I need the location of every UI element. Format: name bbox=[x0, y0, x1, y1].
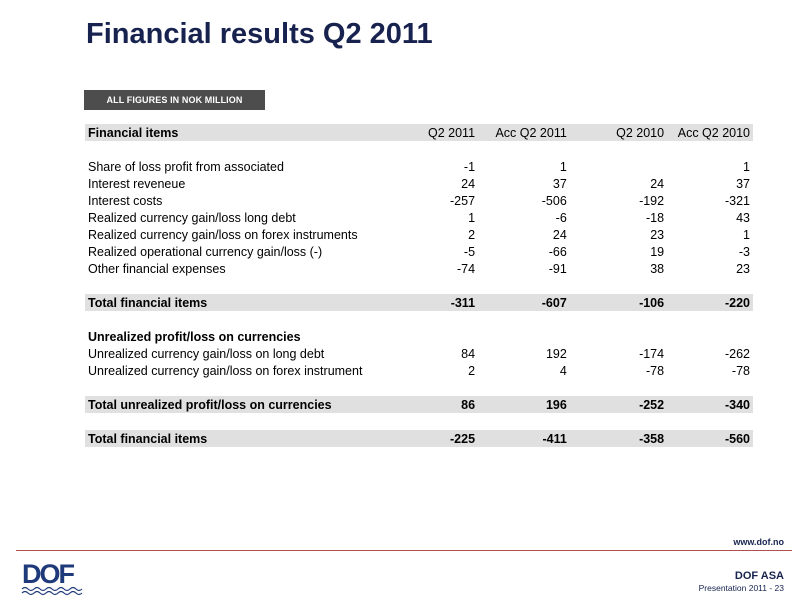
cell: 37 bbox=[552, 176, 567, 191]
cell: 86 bbox=[410, 396, 479, 413]
cell: 24 bbox=[461, 176, 476, 191]
header-label: Financial items bbox=[85, 124, 411, 141]
cell: 1 bbox=[743, 159, 750, 174]
cell: -6 bbox=[555, 210, 567, 225]
cell: -192 bbox=[639, 193, 665, 208]
svg-text:DOF: DOF bbox=[22, 559, 75, 589]
grand-total-row: Total financial items -225 -411 -358 -56… bbox=[85, 430, 753, 447]
cell: 1 bbox=[468, 210, 476, 225]
cell: -506 bbox=[541, 193, 567, 208]
cell: -252 bbox=[569, 396, 668, 413]
table-row: Share of loss profit from associated -1 … bbox=[85, 158, 753, 175]
cell: -311 bbox=[410, 294, 479, 311]
row-label: Share of loss profit from associated bbox=[88, 159, 284, 174]
cell: -340 bbox=[667, 396, 753, 413]
cell: 1 bbox=[743, 227, 750, 242]
total-unrealized-row: Total unrealized profit/loss on currenci… bbox=[85, 396, 753, 413]
cell: 38 bbox=[650, 261, 665, 276]
section-heading-row: Unrealized profit/loss on currencies bbox=[85, 328, 753, 345]
company-name: DOF ASA bbox=[734, 570, 784, 582]
table-row: Interest costs -257 -506 -192 -321 bbox=[85, 192, 753, 209]
cell: 23 bbox=[650, 227, 665, 242]
cell: -220 bbox=[667, 294, 753, 311]
row-label: Realized currency gain/loss long debt bbox=[88, 210, 296, 225]
cell: 24 bbox=[552, 227, 567, 242]
cell: -321 bbox=[724, 193, 750, 208]
cell: 37 bbox=[736, 176, 750, 191]
cell: 1 bbox=[559, 159, 567, 174]
cell: -225 bbox=[410, 430, 479, 447]
row-label: Total financial items bbox=[85, 294, 411, 311]
cell: 43 bbox=[736, 210, 750, 225]
row-label: Realized operational currency gain/loss … bbox=[88, 244, 323, 259]
table-header-row: Financial items Q2 2011 Acc Q2 2011 Q2 2… bbox=[85, 124, 753, 141]
cell: -1 bbox=[463, 159, 476, 174]
row-label: Unrealized currency gain/loss on forex i… bbox=[88, 363, 363, 378]
row-label: Realized currency gain/loss on forex ins… bbox=[88, 227, 358, 242]
cell: -358 bbox=[569, 430, 668, 447]
cell: 192 bbox=[545, 346, 567, 361]
cell: -3 bbox=[738, 244, 750, 259]
cell: -18 bbox=[646, 210, 665, 225]
cell: 23 bbox=[736, 261, 750, 276]
cell: -257 bbox=[450, 193, 476, 208]
row-label: Other financial expenses bbox=[88, 261, 226, 276]
cell: -5 bbox=[463, 244, 476, 259]
cell: 4 bbox=[559, 363, 567, 378]
spacer-row bbox=[85, 277, 753, 294]
units-badge: ALL FIGURES IN NOK MILLION bbox=[84, 90, 265, 110]
total-financial-items-row: Total financial items -311 -607 -106 -22… bbox=[85, 294, 753, 311]
cell: -262 bbox=[724, 346, 750, 361]
cell: -174 bbox=[639, 346, 665, 361]
spacer-row bbox=[85, 379, 753, 396]
financial-table: Financial items Q2 2011 Acc Q2 2011 Q2 2… bbox=[85, 124, 753, 447]
presentation-page-label: Presentation 2011 - 23 bbox=[698, 583, 784, 593]
spacer-row bbox=[85, 141, 753, 158]
spacer-row bbox=[85, 311, 753, 328]
cell: -91 bbox=[548, 261, 567, 276]
row-label: Total unrealized profit/loss on currenci… bbox=[85, 396, 411, 413]
table-row: Interest reveneue 24 37 24 37 bbox=[85, 175, 753, 192]
cell: 2 bbox=[468, 363, 476, 378]
header-col: Q2 2011 bbox=[410, 124, 479, 141]
row-label: Total financial items bbox=[85, 430, 411, 447]
spacer-row bbox=[85, 413, 753, 430]
page-title: Financial results Q2 2011 bbox=[86, 18, 433, 50]
cell: 24 bbox=[650, 176, 665, 191]
table-row: Other financial expenses -74 -91 38 23 bbox=[85, 260, 753, 277]
cell: 2 bbox=[468, 227, 476, 242]
cell bbox=[570, 158, 667, 175]
row-label: Interest costs bbox=[88, 193, 163, 208]
table-row: Unrealized currency gain/loss on forex i… bbox=[85, 362, 753, 379]
cell: -560 bbox=[667, 430, 753, 447]
table-row: Unrealized currency gain/loss on long de… bbox=[85, 345, 753, 362]
section-heading: Unrealized profit/loss on currencies bbox=[88, 329, 301, 344]
row-label: Unrealized currency gain/loss on long de… bbox=[88, 346, 325, 361]
table-row: Realized currency gain/loss long debt 1 … bbox=[85, 209, 753, 226]
cell: -106 bbox=[569, 294, 668, 311]
cell: 19 bbox=[650, 244, 665, 259]
cell: -411 bbox=[478, 430, 570, 447]
header-col: Q2 2010 bbox=[569, 124, 668, 141]
footer-divider bbox=[16, 550, 792, 551]
table-row: Realized operational currency gain/loss … bbox=[85, 243, 753, 260]
cell: -78 bbox=[731, 363, 750, 378]
table-row: Realized currency gain/loss on forex ins… bbox=[85, 226, 753, 243]
row-label: Interest reveneue bbox=[88, 176, 186, 191]
header-col: Acc Q2 2010 bbox=[667, 124, 753, 141]
website-link[interactable]: www.dof.no bbox=[733, 537, 784, 547]
cell: 196 bbox=[478, 396, 570, 413]
header-col: Acc Q2 2011 bbox=[478, 124, 570, 141]
dof-logo: DOF bbox=[20, 556, 90, 596]
cell: -78 bbox=[646, 363, 665, 378]
cell: -66 bbox=[548, 244, 567, 259]
cell: -74 bbox=[456, 261, 476, 276]
cell: 84 bbox=[461, 346, 476, 361]
cell: -607 bbox=[478, 294, 570, 311]
